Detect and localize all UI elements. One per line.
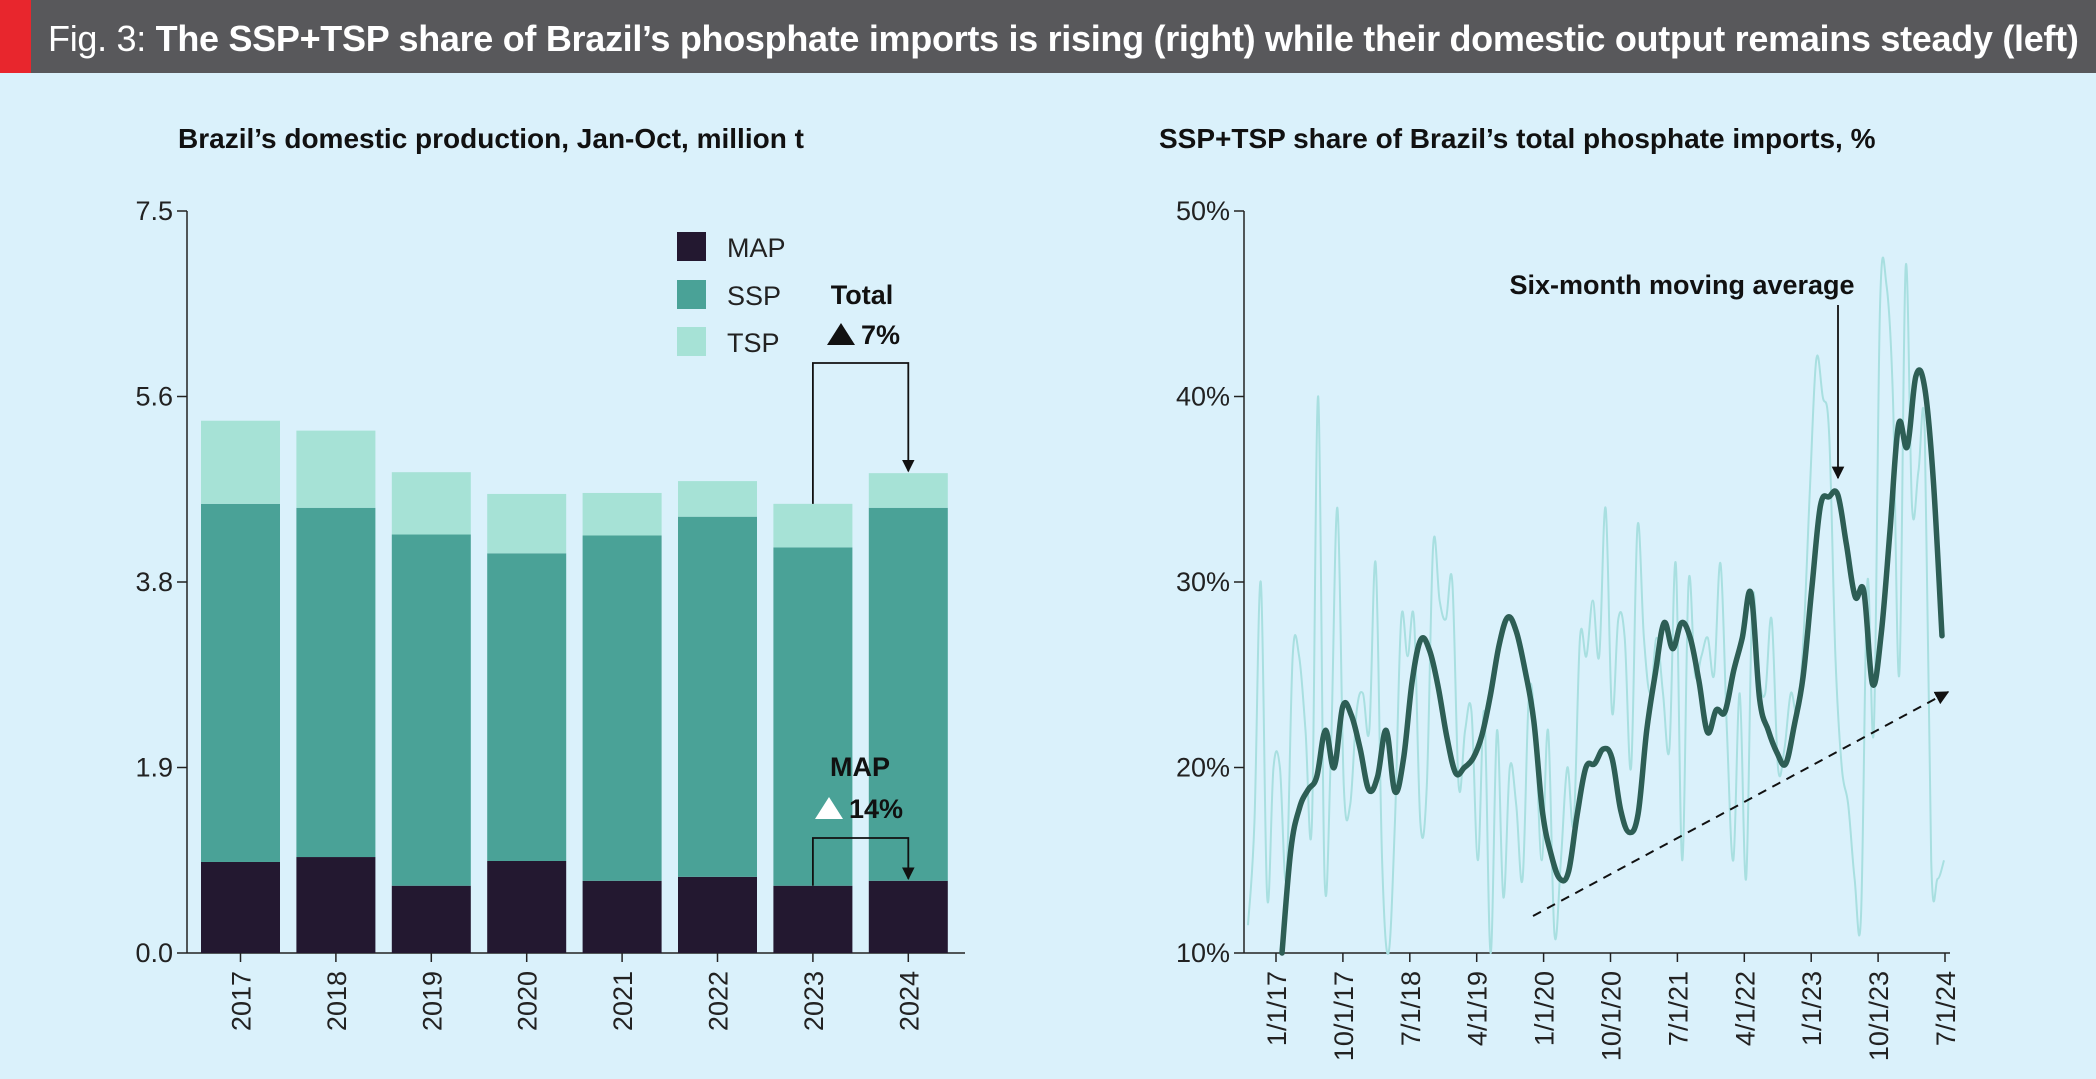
total-up-triangle-icon: [827, 323, 855, 345]
upward-trend-arrow: [1532, 691, 1950, 917]
left-x-tick-label: 2024: [894, 971, 924, 1031]
right-x-tick-label: 7/1/24: [1931, 971, 1961, 1046]
bar-map-2020: [487, 860, 567, 953]
right-y-tick-label: 10%: [1176, 938, 1230, 968]
bar-ssp-2024: [868, 507, 948, 881]
legend-label-tsp: TSP: [727, 328, 780, 358]
moving-average-line: [1279, 367, 1945, 956]
bar-tsp-2018: [296, 430, 376, 508]
right-chart-title: SSP+TSP share of Brazil’s total phosphat…: [1159, 123, 1876, 154]
left-x-tick-label: 2023: [799, 971, 829, 1031]
bar-map-2021: [582, 880, 662, 953]
bar-tsp-2019: [391, 472, 471, 535]
bar-tsp-2022: [678, 481, 757, 517]
bar-ssp-2019: [391, 534, 471, 886]
monthly-share-line: [1247, 256, 1945, 955]
right-x-tick-label: 1/1/17: [1262, 971, 1292, 1046]
figure-headline: The SSP+TSP share of Brazil’s phosphate …: [155, 18, 2079, 59]
legend-swatch-tsp: [677, 327, 706, 356]
legend-label-map: MAP: [727, 233, 786, 263]
import-share-chart: SSP+TSP share of Brazil’s total phosphat…: [1159, 123, 1961, 1061]
figure-number: Fig. 3:: [48, 18, 146, 59]
map-annotation-label: MAP: [830, 752, 890, 782]
bar-ssp-2021: [582, 535, 662, 881]
bar-map-2018: [296, 857, 376, 953]
bar-tsp-2024: [868, 473, 948, 508]
bar-map-2022: [678, 876, 757, 953]
right-x-tick-label: 1/1/20: [1530, 971, 1560, 1046]
total-change-bracket: [812, 362, 915, 504]
bar-tsp-2020: [487, 493, 567, 554]
figure-header: Fig. 3: The SSP+TSP share of Brazil’s ph…: [0, 0, 2096, 73]
total-annotation-change: 7%: [861, 320, 900, 350]
figure-title: Fig. 3: The SSP+TSP share of Brazil’s ph…: [48, 0, 2079, 73]
right-y-tick-label: 30%: [1176, 567, 1230, 597]
left-x-tick-label: 2021: [608, 971, 638, 1031]
domestic-production-chart: Brazil’s domestic production, Jan-Oct, m…: [135, 123, 965, 1031]
left-y-tick-label: 7.5: [135, 196, 173, 226]
map-change-bracket: [812, 837, 915, 886]
header-accent-bar: [0, 0, 31, 73]
right-y-tick-label: 20%: [1176, 753, 1230, 783]
right-y-tick-label: 50%: [1176, 196, 1230, 226]
moving-average-annotation-label: Six-month moving average: [1509, 270, 1854, 300]
left-chart-title: Brazil’s domestic production, Jan-Oct, m…: [178, 123, 804, 154]
bar-map-2024: [868, 880, 948, 953]
left-y-tick-label: 3.8: [135, 567, 173, 597]
bar-ssp-2018: [296, 507, 376, 858]
bar-map-2019: [391, 885, 471, 953]
bar-ssp-2022: [678, 516, 757, 877]
bar-map-2023: [773, 885, 853, 953]
right-x-tick-label: 7/1/18: [1396, 971, 1426, 1046]
right-x-tick-label: 4/1/19: [1463, 971, 1493, 1046]
left-y-tick-label: 1.9: [135, 753, 173, 783]
left-x-tick-label: 2017: [227, 971, 257, 1031]
legend-swatch-map: [677, 232, 706, 261]
legend-swatch-ssp: [677, 280, 706, 309]
bar-tsp-2023: [773, 503, 853, 548]
bar-map-2017: [201, 861, 280, 953]
bar-ssp-2017: [201, 503, 280, 862]
map-annotation-change: 14%: [849, 794, 903, 824]
right-x-tick-label: 10/1/23: [1864, 971, 1894, 1061]
bar-tsp-2021: [582, 492, 662, 536]
left-y-tick-label: 5.6: [135, 382, 173, 412]
left-x-tick-label: 2022: [704, 971, 734, 1031]
right-x-tick-label: 4/1/22: [1730, 971, 1760, 1046]
right-x-tick-label: 10/1/17: [1329, 971, 1359, 1061]
bar-ssp-2020: [487, 553, 567, 861]
legend-label-ssp: SSP: [727, 281, 781, 311]
left-x-tick-label: 2018: [322, 971, 352, 1031]
left-x-tick-label: 2020: [513, 971, 543, 1031]
bar-tsp-2017: [201, 420, 280, 504]
right-x-tick-label: 10/1/20: [1597, 971, 1627, 1061]
right-x-tick-label: 1/1/23: [1797, 971, 1827, 1046]
left-x-tick-label: 2019: [417, 971, 447, 1031]
right-x-tick-label: 7/1/21: [1663, 971, 1693, 1046]
left-y-tick-label: 0.0: [135, 938, 173, 968]
map-up-triangle-outline-icon: [815, 797, 843, 819]
total-annotation-label: Total: [831, 280, 894, 310]
bar-ssp-2023: [773, 547, 853, 886]
right-y-tick-label: 40%: [1176, 382, 1230, 412]
